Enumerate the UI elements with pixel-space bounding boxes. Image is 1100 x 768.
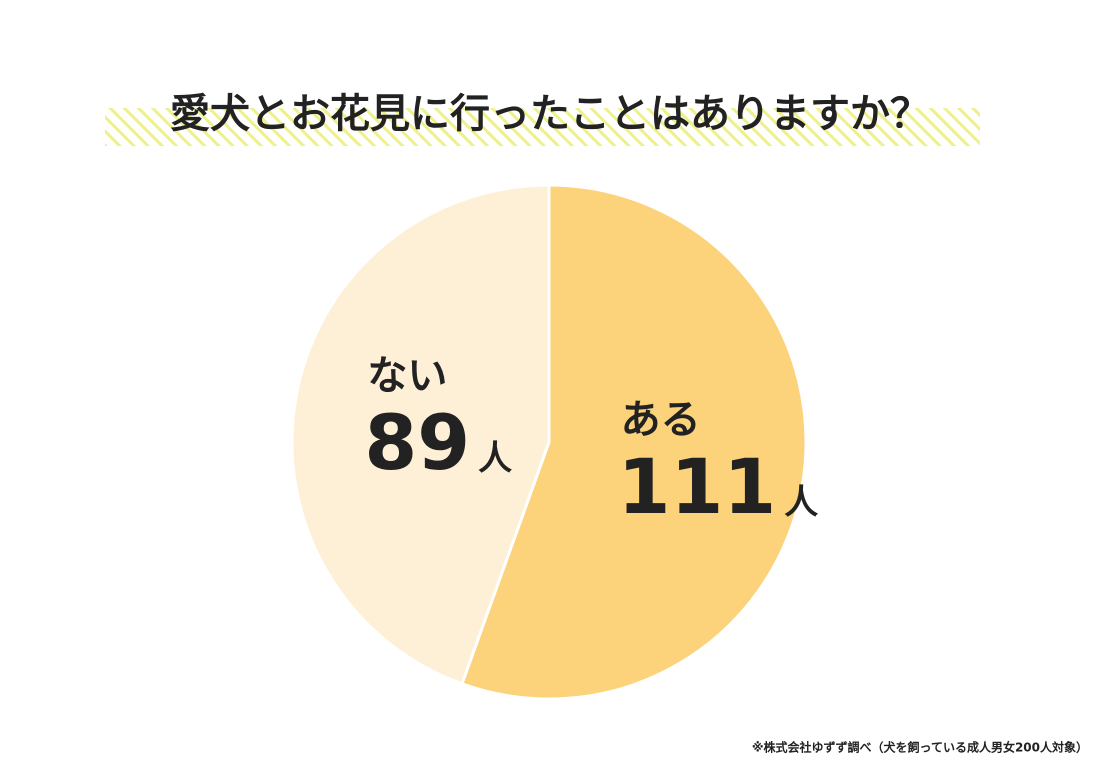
- title-highlight: [105, 108, 980, 146]
- chart-title: 愛犬とお花見に行ったことはありますか？: [170, 91, 930, 137]
- data-label: 89: [364, 398, 470, 487]
- data-label: 111: [618, 442, 777, 531]
- pie-slice: [290, 183, 551, 686]
- data-label-unit: 人: [478, 438, 512, 478]
- pie-slice: [460, 183, 808, 701]
- slice-label: ある: [621, 397, 701, 443]
- slice-label: ない: [367, 353, 447, 399]
- data-label-unit: 人: [784, 483, 818, 523]
- footnote: ※株式会社ゆずず調べ（犬を飼っている成人男女200人対象）: [752, 740, 1088, 755]
